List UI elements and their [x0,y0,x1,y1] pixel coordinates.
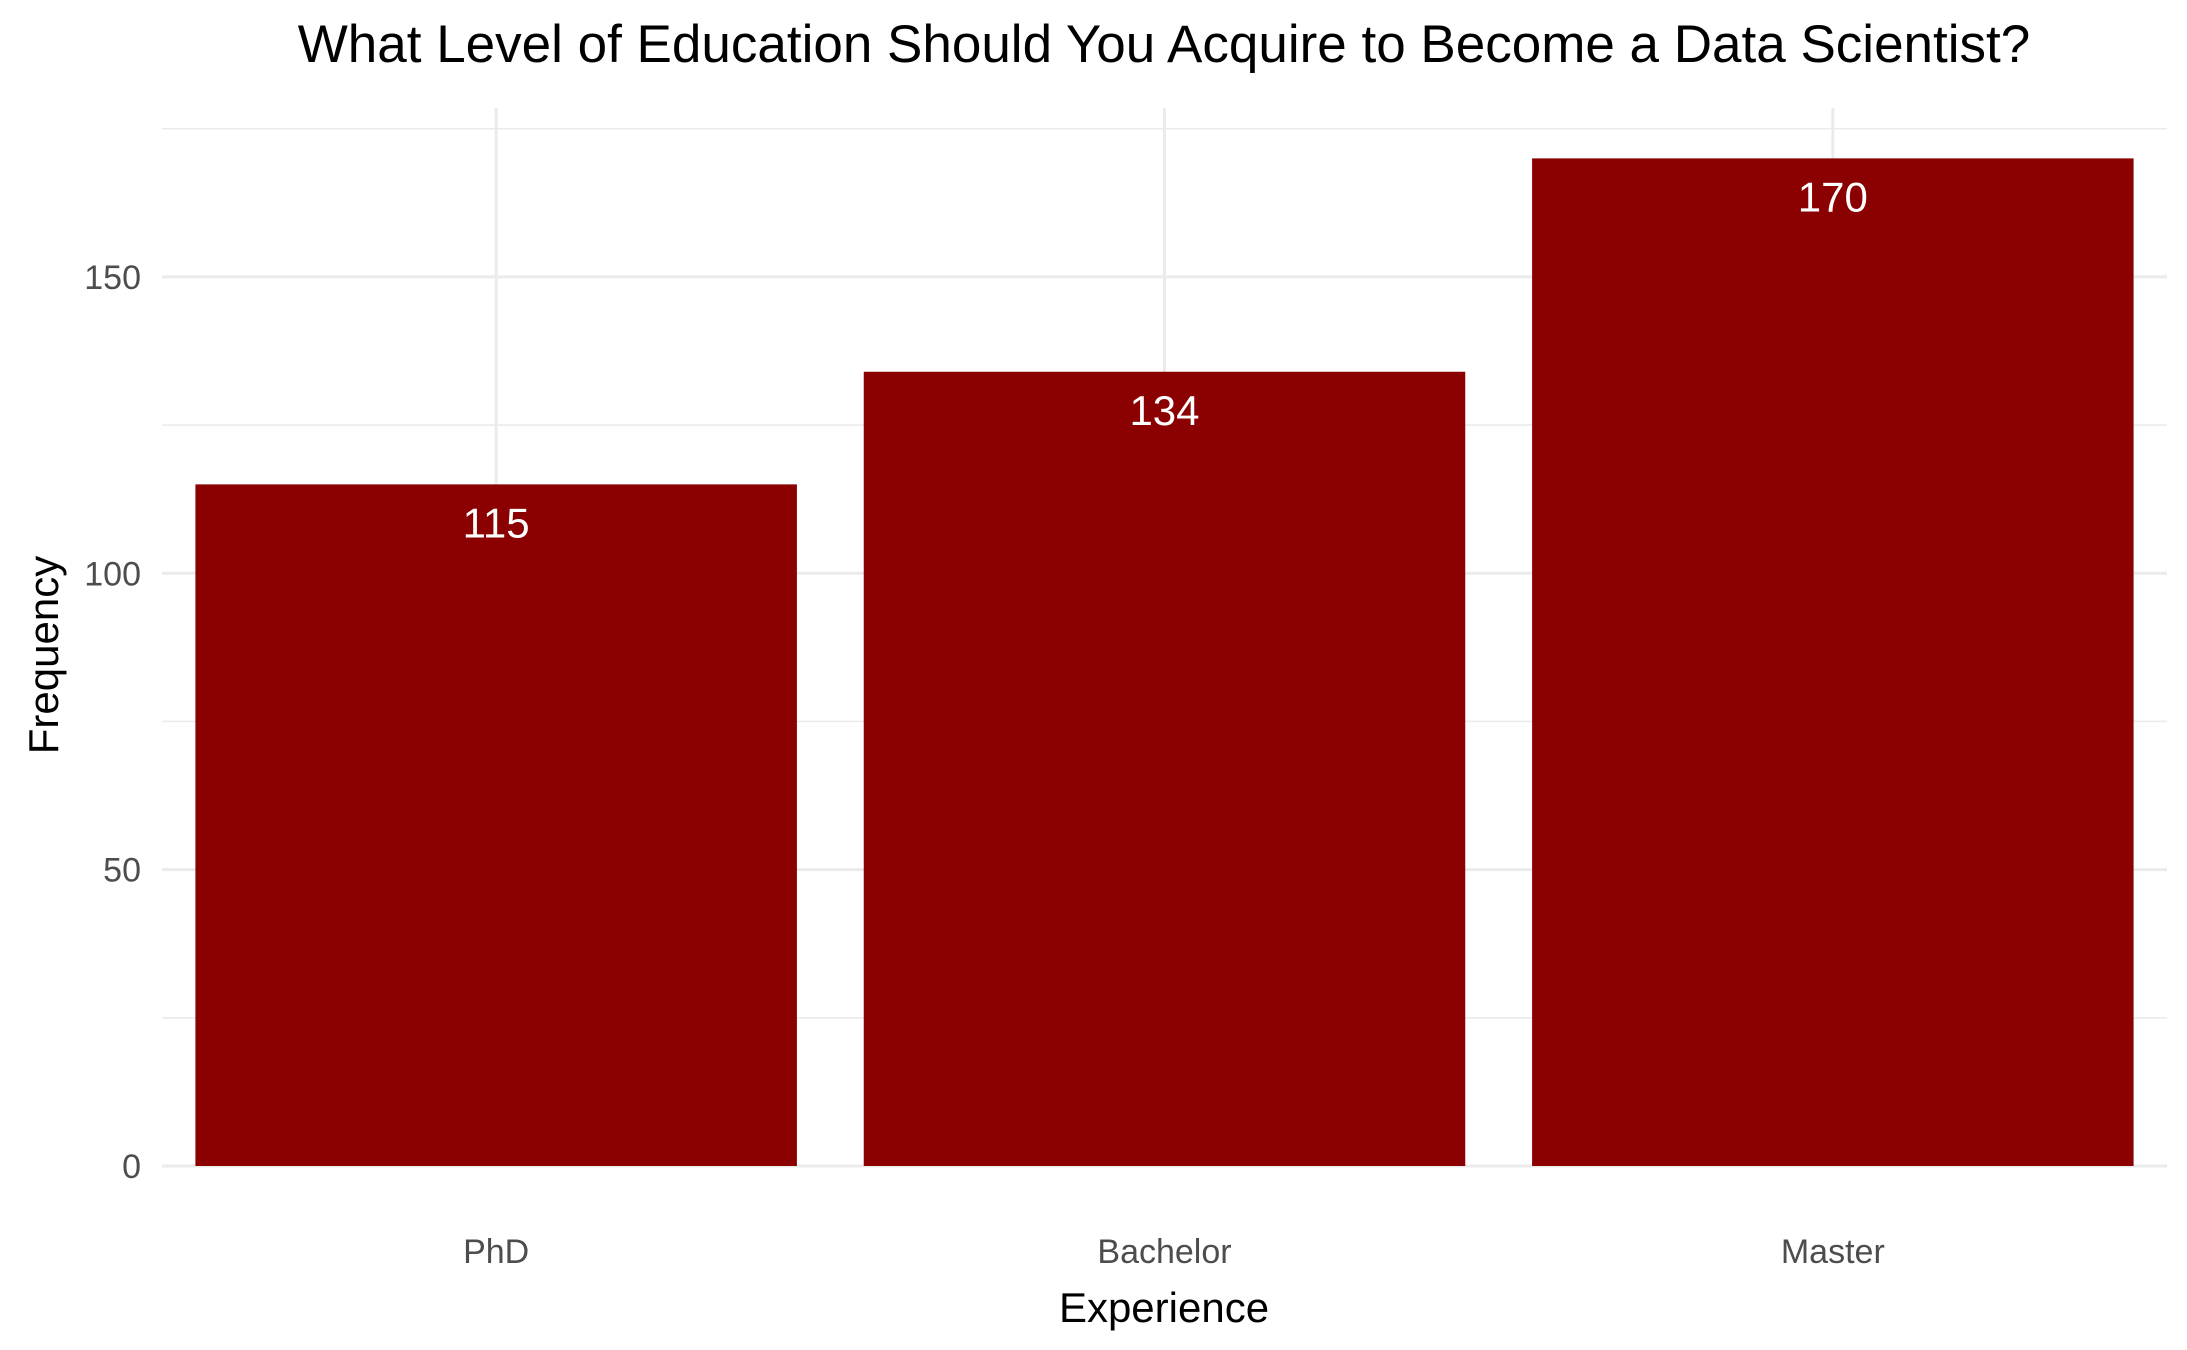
bar-master [1532,158,2134,1166]
bar-value-label: 115 [463,499,530,546]
bar-value-label: 134 [1129,387,1199,434]
x-axis-title: Experience [1059,1284,1269,1331]
bar-value-label: 170 [1798,173,1868,220]
y-axis-title: Frequency [20,556,67,754]
bars [195,158,2134,1166]
y-tick-label: 100 [84,555,141,593]
x-axis-tick-labels: PhD Bachelor Master [463,1233,1885,1271]
y-axis-tick-labels: 0 50 100 150 [84,259,141,1186]
bar-bachelor [863,371,1466,1166]
y-tick-label: 150 [84,259,141,297]
y-tick-label: 50 [103,852,141,890]
x-tick-label: Bachelor [1097,1233,1231,1271]
bar-value-labels: 115 134 170 [463,173,1868,546]
chart-title: What Level of Education Should You Acqui… [298,15,2030,74]
x-tick-label: PhD [463,1233,529,1271]
x-tick-label: Master [1781,1233,1885,1271]
y-tick-label: 0 [122,1148,141,1186]
bar-phd [195,484,797,1166]
